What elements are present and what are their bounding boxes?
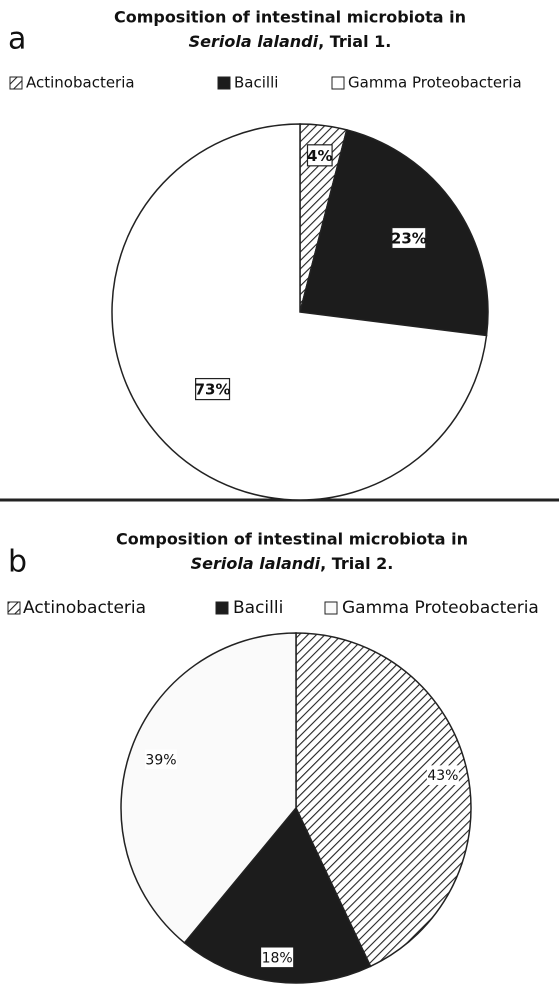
pie-slice (120, 632, 297, 944)
label-box (261, 947, 294, 968)
legend-swatch (9, 76, 23, 90)
title-species: Seriola lalandi (189, 32, 319, 51)
legend-label: Bacilli (234, 74, 278, 92)
data-label: 39% (145, 752, 176, 768)
title-rest: , Trial 1. (318, 32, 391, 51)
legend-swatch (331, 76, 345, 90)
data-label: 18% (262, 950, 293, 966)
legend-swatch (7, 601, 21, 615)
data-label: 43% (427, 768, 458, 784)
label-box (426, 765, 459, 785)
panel-label: a (8, 22, 26, 57)
legend-swatch (217, 76, 231, 90)
legend-label: Actinobacteria (26, 74, 135, 92)
legend-label: Actinobacteria (23, 598, 146, 618)
pie-slice (183, 806, 372, 984)
label-box (195, 377, 231, 401)
panel-label: b (8, 545, 27, 580)
chart-title: Composition of intestinal microbiota in (116, 530, 468, 549)
data-label: 23% (391, 230, 427, 248)
legend-swatch (324, 601, 338, 615)
legend-label: Gamma Proteobacteria (348, 74, 522, 92)
legend-label: Bacilli (233, 598, 283, 618)
chart-title: Seriola lalandi, Trial 1. (189, 32, 392, 51)
pie-slice (111, 123, 488, 501)
label-box (144, 749, 178, 770)
label-box (306, 144, 333, 167)
chart-title: Composition of intestinal microbiota in (114, 8, 466, 27)
data-label: 73% (195, 381, 231, 399)
title-rest: , Trial 2. (320, 554, 393, 573)
title-species: Seriola lalandi (191, 554, 321, 573)
legend-swatch (215, 601, 229, 615)
legend-label: Gamma Proteobacteria (342, 598, 539, 618)
data-label: 4% (307, 147, 332, 165)
chart-title: Seriola lalandi, Trial 2. (191, 554, 394, 573)
pie-slice (295, 632, 472, 968)
label-box (391, 226, 427, 250)
